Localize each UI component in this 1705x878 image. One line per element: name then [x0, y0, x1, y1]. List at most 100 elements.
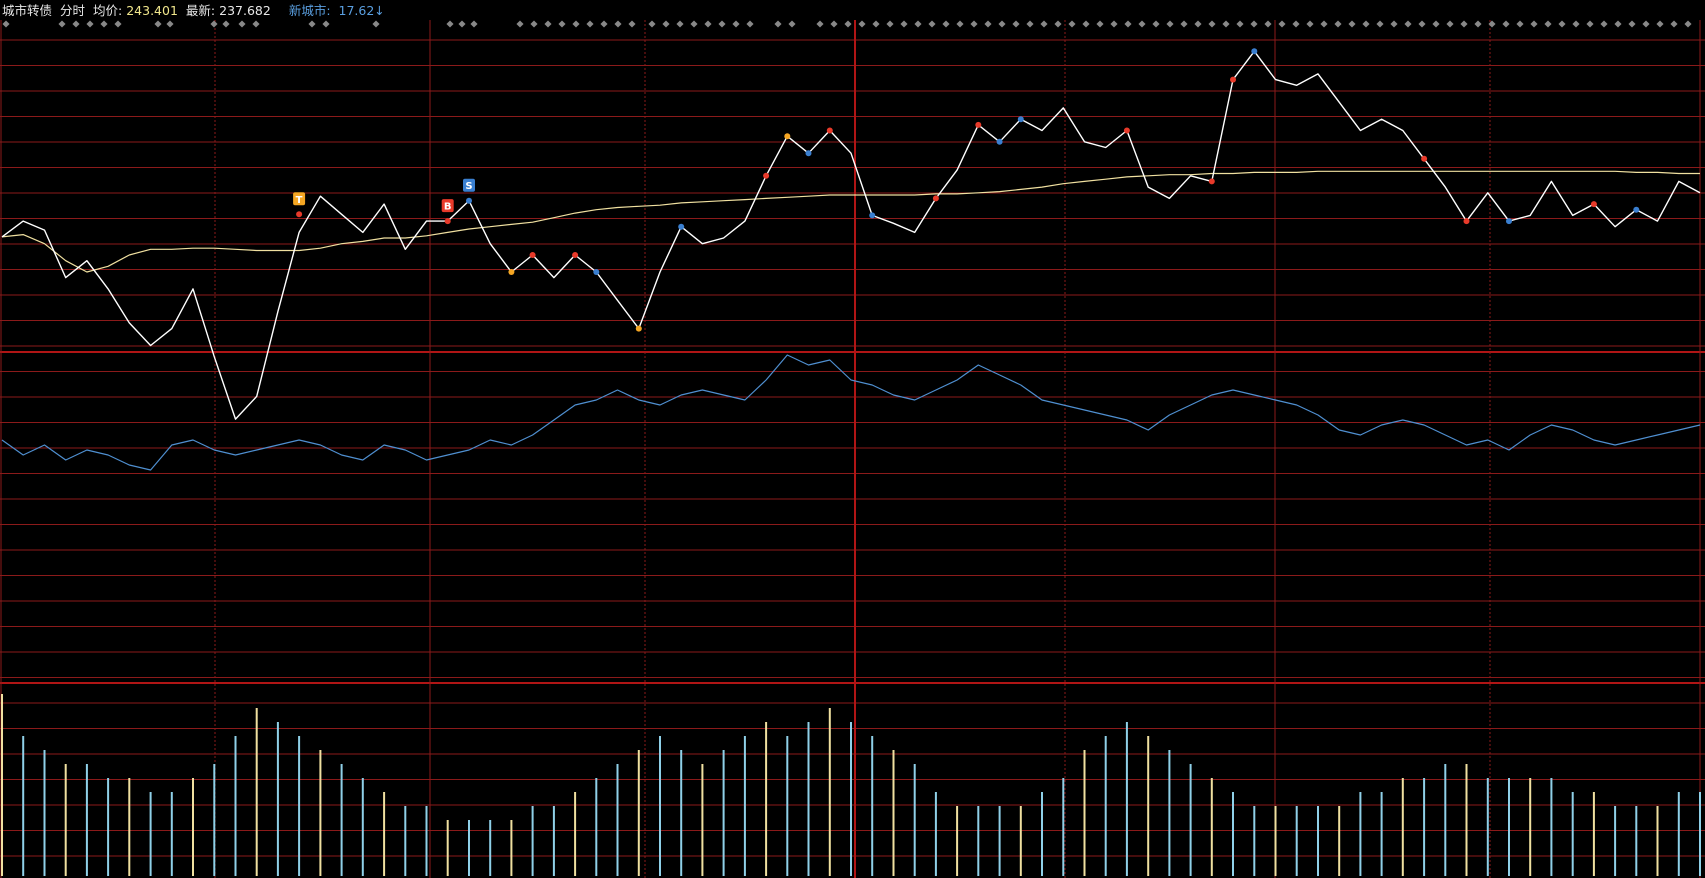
event-diamond	[1432, 20, 1440, 28]
event-diamond	[942, 20, 950, 28]
event-diamond	[86, 20, 94, 28]
event-diamond	[746, 20, 754, 28]
trade-marker-dot	[678, 223, 685, 230]
volume-bar	[1677, 792, 1680, 876]
event-diamond	[1502, 20, 1510, 28]
volume-bar	[192, 778, 194, 876]
event-diamond	[1558, 20, 1566, 28]
trade-marker-dot	[1017, 116, 1024, 123]
volume-bar	[1189, 764, 1192, 876]
trade-marker-dot	[593, 269, 600, 275]
trade-marker-dot	[529, 252, 536, 258]
volume-bar	[956, 806, 959, 876]
event-diamond	[1012, 20, 1020, 28]
event-diamond	[222, 20, 230, 28]
volume-bar	[1508, 778, 1510, 876]
event-diamond	[322, 20, 330, 28]
event-diamond	[238, 20, 246, 28]
event-diamond	[774, 20, 782, 28]
event-diamond	[1586, 20, 1594, 28]
event-diamond	[1348, 20, 1356, 28]
trade-marker-dot	[932, 195, 939, 202]
volume-bar	[1338, 806, 1341, 876]
trade-marker-dot	[296, 211, 303, 218]
volume-bar	[871, 736, 874, 876]
event-diamond	[1684, 20, 1692, 28]
trade-marker-dot	[1590, 201, 1597, 208]
volume-bar	[850, 722, 852, 876]
volume-bar	[1401, 778, 1404, 876]
volume-bar	[934, 792, 937, 876]
volume-bars	[1, 694, 1701, 876]
volume-bar	[107, 778, 110, 876]
indicator-value: 17.62↓	[338, 3, 385, 18]
volume-bar	[722, 750, 725, 876]
event-diamond	[210, 20, 218, 28]
volume-bar	[531, 806, 534, 876]
indicator-series-line	[1, 354, 1701, 471]
volume-bar	[1232, 792, 1234, 876]
event-diamond	[830, 20, 838, 28]
volume-bar	[468, 820, 470, 876]
chart-mode: 分时	[60, 3, 86, 18]
volume-bar	[1104, 736, 1107, 876]
event-diamond	[1082, 20, 1090, 28]
event-diamond	[984, 20, 992, 28]
volume-bar	[616, 764, 619, 876]
event-diamond	[1320, 20, 1328, 28]
event-diamond	[1656, 20, 1664, 28]
event-diamond	[1418, 20, 1426, 28]
volume-bar	[510, 820, 513, 876]
event-diamond	[600, 20, 608, 28]
trade-marker-dot	[784, 133, 791, 140]
event-diamond	[1054, 20, 1062, 28]
volume-bar	[1083, 750, 1086, 876]
volume-bar	[637, 750, 640, 876]
security-name: 城市转债	[2, 3, 53, 18]
volume-bar	[1125, 722, 1128, 876]
event-diamond	[1152, 20, 1160, 28]
event-diamond	[1376, 20, 1384, 28]
event-diamond	[1236, 20, 1244, 28]
event-diamond	[1096, 20, 1104, 28]
volume-bar	[659, 736, 661, 876]
event-diamond	[1628, 20, 1636, 28]
volume-bar	[998, 806, 1001, 876]
event-diamond	[886, 20, 894, 28]
event-diamond	[1390, 20, 1398, 28]
event-diamond	[844, 20, 852, 28]
event-diamond	[1516, 20, 1524, 28]
event-diamond	[956, 20, 964, 28]
volume-bar	[1423, 778, 1426, 876]
volume-bar	[383, 792, 386, 876]
volume-bar	[574, 792, 577, 876]
avg-series-line	[1, 170, 1700, 273]
event-diamond	[2, 20, 10, 28]
volume-bar	[1550, 778, 1553, 876]
trade-marker-dot	[1506, 218, 1512, 225]
trade-marker-badge	[441, 199, 454, 213]
price-series-line	[1, 50, 1701, 420]
event-diamond	[970, 20, 978, 28]
event-diamond	[1460, 20, 1468, 28]
event-diamond	[1068, 20, 1076, 28]
event-diamond	[614, 20, 622, 28]
event-diamond	[1110, 20, 1118, 28]
trade-marker-dot	[805, 150, 812, 157]
trade-marker-label: S	[465, 181, 472, 192]
volume-bar	[234, 736, 237, 876]
event-diamond	[446, 20, 454, 28]
trade-marker-badge	[293, 192, 306, 206]
event-diamond	[676, 20, 684, 28]
event-diamond	[704, 20, 712, 28]
volume-bar	[1253, 806, 1256, 876]
trade-marker-dot	[635, 325, 642, 332]
trade-marker-dot	[1421, 155, 1428, 162]
volume-bar	[361, 778, 364, 876]
volume-bar	[1571, 792, 1574, 876]
trade-marker-dot	[996, 138, 1003, 145]
event-diamond	[530, 20, 538, 28]
volume-bar	[1380, 792, 1383, 876]
event-diamond	[308, 20, 316, 28]
